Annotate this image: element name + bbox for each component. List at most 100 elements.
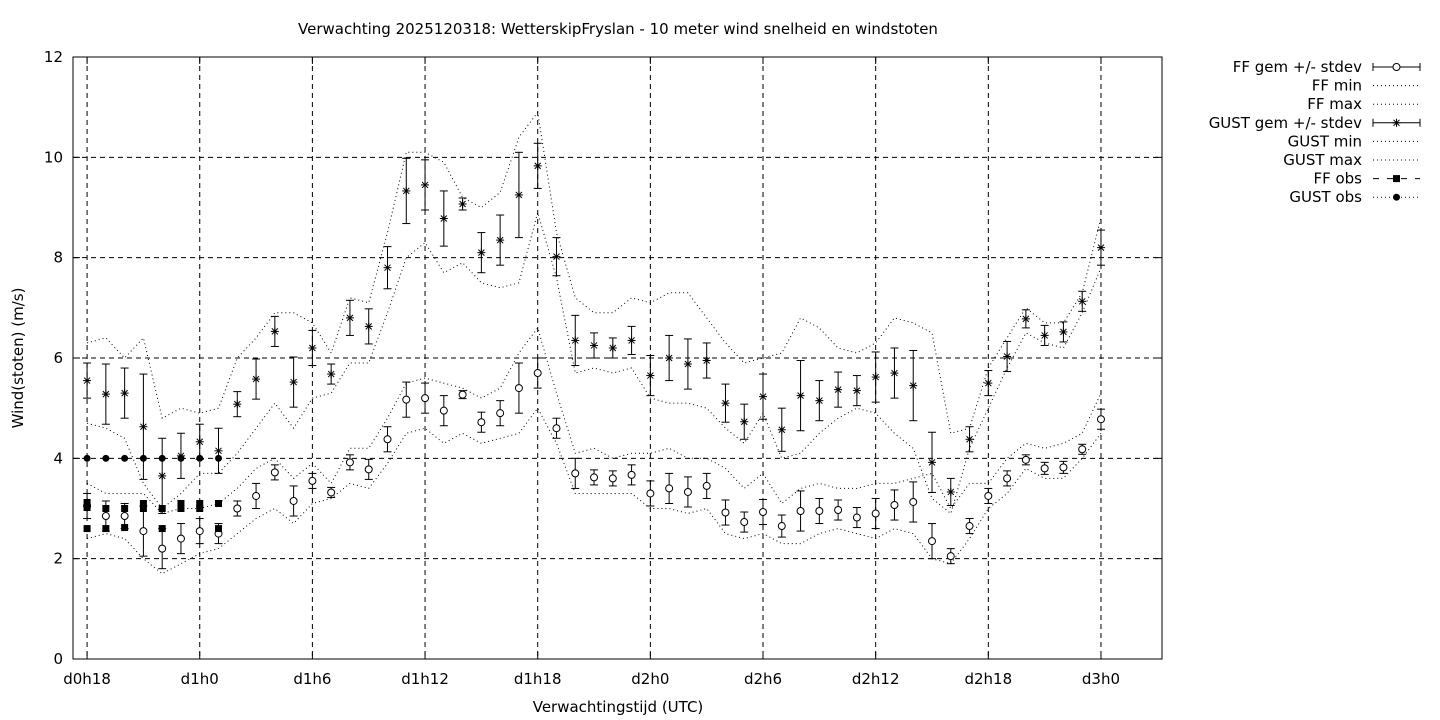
data-point — [402, 157, 411, 225]
point-marker — [83, 377, 91, 384]
point-marker — [346, 314, 354, 322]
data-point — [439, 190, 448, 247]
data-point — [533, 357, 542, 389]
point-marker — [1097, 244, 1105, 251]
y-axis-label: Wind(stoten) (m/s) — [9, 288, 27, 429]
chart-title: Verwachting 2025120318: WetterskipFrysla… — [298, 20, 938, 38]
point-marker — [928, 458, 936, 466]
point-marker — [121, 389, 128, 397]
y-tick-label: 0 — [53, 650, 63, 668]
data-point — [890, 489, 899, 521]
data-point — [421, 382, 430, 414]
point-marker — [215, 454, 223, 462]
point-marker — [1060, 328, 1067, 336]
point-marker — [759, 508, 768, 517]
x-tick-label: d1h12 — [401, 670, 449, 688]
point-marker — [496, 236, 504, 244]
x-tick-label: d1h6 — [293, 670, 331, 688]
point-marker — [590, 342, 598, 349]
data-point — [345, 454, 354, 471]
data-point — [233, 391, 242, 418]
legend-label: FF min — [1312, 77, 1362, 95]
data-point — [646, 480, 655, 507]
point-marker — [496, 409, 505, 418]
data-point — [289, 485, 298, 517]
point-marker — [290, 378, 297, 386]
data-point — [909, 349, 918, 422]
data-point — [195, 518, 204, 545]
data-point — [439, 395, 448, 427]
y-tick-label: 4 — [53, 449, 63, 467]
point-marker — [871, 509, 880, 518]
point-marker — [140, 423, 147, 431]
point-marker — [458, 390, 467, 399]
data-point — [477, 232, 486, 274]
data-point — [759, 498, 768, 526]
legend-marker — [1393, 175, 1400, 183]
point-marker — [195, 527, 204, 536]
data-point — [101, 363, 110, 425]
data-point — [383, 426, 392, 453]
point-marker — [177, 454, 185, 462]
point-marker — [965, 522, 974, 531]
data-point — [252, 482, 261, 509]
data-point — [233, 500, 242, 517]
point-marker — [702, 481, 711, 490]
data-point — [458, 390, 467, 400]
legend-label: GUST max — [1283, 151, 1362, 169]
point-marker — [984, 491, 993, 500]
point-marker — [121, 454, 129, 462]
point-marker — [139, 454, 147, 462]
data-point — [327, 363, 336, 385]
point-marker — [176, 534, 185, 543]
series-gust-max — [86, 110, 1102, 434]
data-point — [571, 314, 580, 367]
series-ff-min — [86, 407, 1102, 575]
data-point — [1040, 324, 1049, 346]
point-marker — [364, 465, 373, 474]
y-tick-label: 10 — [44, 148, 63, 166]
point-marker — [83, 503, 91, 511]
point-marker — [309, 344, 316, 352]
point-marker — [252, 491, 261, 500]
point-marker — [1022, 315, 1030, 323]
data-point — [158, 437, 167, 515]
point-marker — [402, 395, 411, 404]
data-point — [552, 237, 561, 277]
point-marker — [83, 525, 91, 533]
legend-label: GUST min — [1288, 132, 1362, 150]
data-point — [308, 329, 317, 367]
data-point — [721, 383, 730, 423]
point-marker — [590, 473, 599, 482]
point-marker — [383, 435, 392, 444]
point-marker — [270, 468, 279, 477]
data-point — [327, 486, 336, 498]
point-marker — [740, 518, 749, 527]
data-point — [683, 338, 692, 390]
series-gust-gem-stdev — [83, 142, 1105, 515]
point-marker — [815, 507, 824, 516]
point-marker — [553, 253, 560, 261]
point-marker — [777, 522, 786, 531]
point-marker — [440, 215, 448, 222]
x-axis-label: Verwachtingstijd (UTC) — [533, 698, 704, 716]
data-point — [195, 423, 204, 460]
point-marker — [646, 489, 655, 498]
point-marker — [552, 424, 561, 433]
point-marker — [515, 191, 523, 199]
data-point — [214, 427, 223, 474]
legend-label: GUST gem +/- stdev — [1209, 114, 1362, 132]
data-point — [514, 151, 523, 239]
data-point — [834, 371, 843, 408]
point-marker — [252, 375, 260, 383]
data-point — [270, 464, 279, 481]
data-point — [927, 523, 936, 560]
point-marker — [834, 506, 843, 515]
data-point — [965, 426, 974, 453]
point-marker — [852, 513, 861, 522]
data-point — [421, 159, 430, 211]
data-point — [590, 332, 599, 359]
data-point — [139, 373, 148, 480]
point-marker — [365, 323, 373, 330]
point-marker — [233, 400, 241, 408]
